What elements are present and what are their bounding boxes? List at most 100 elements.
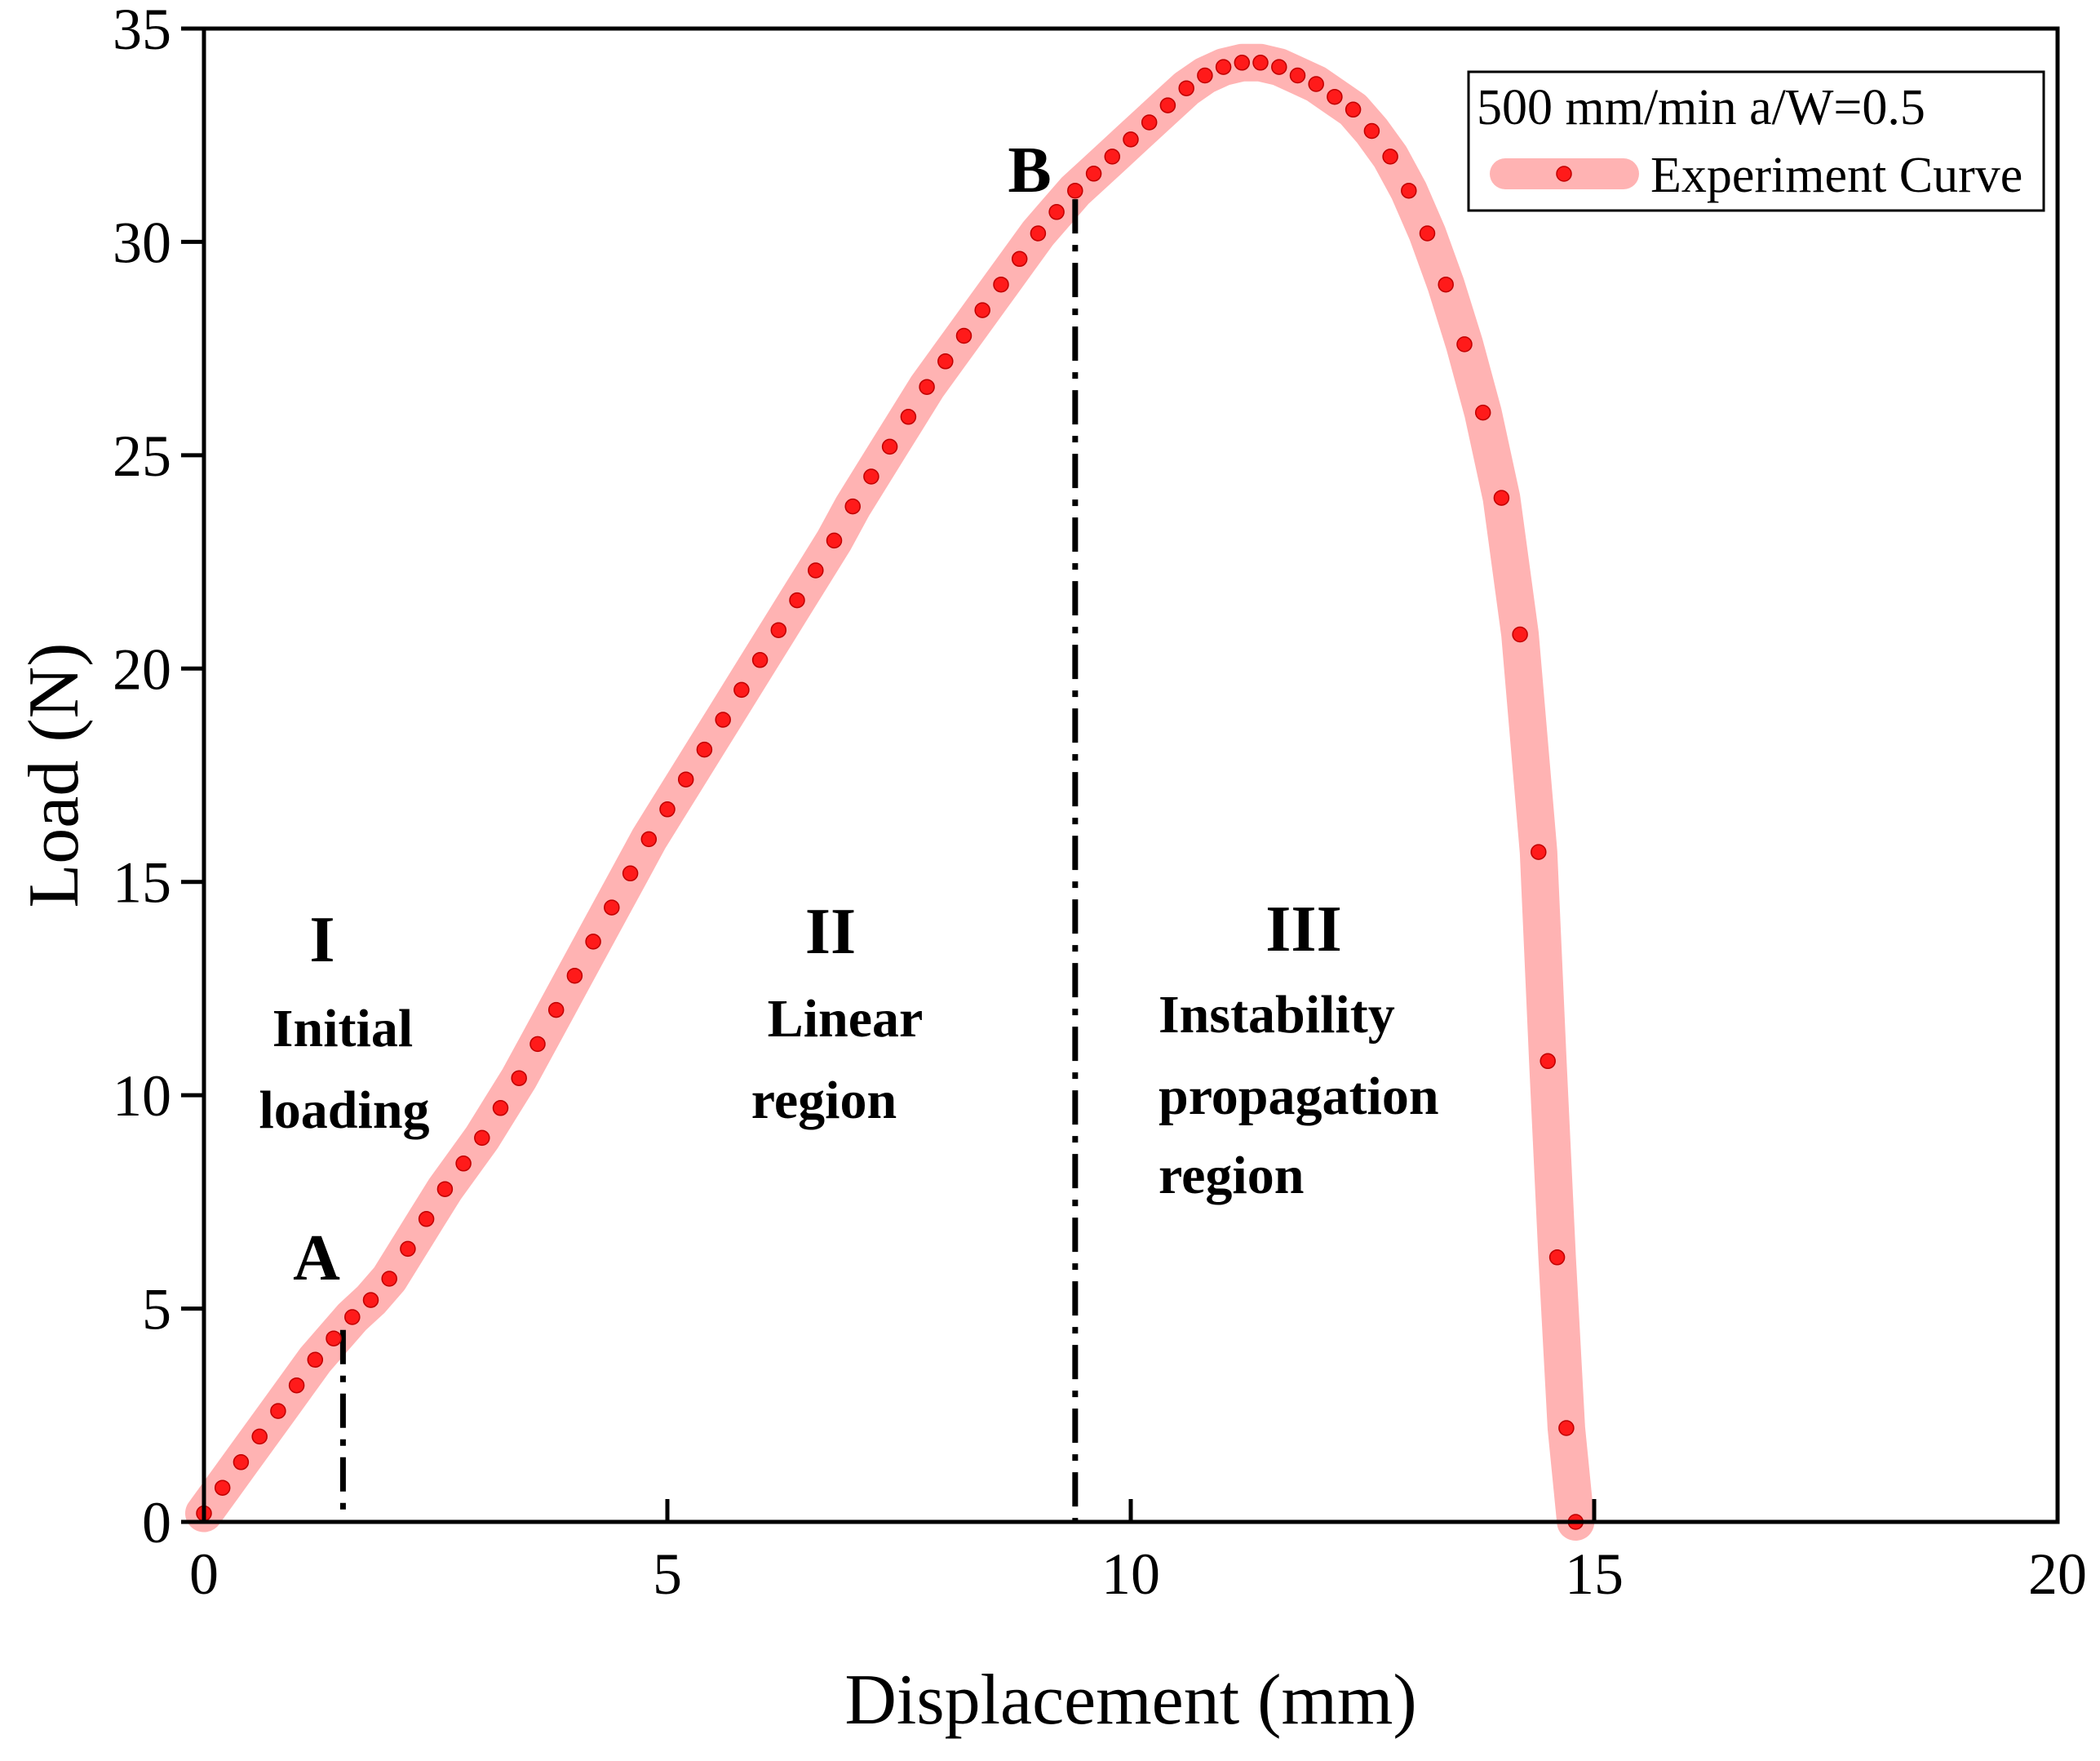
x-tick-label: 5 (653, 1541, 682, 1607)
y-tick-label: 10 (113, 1063, 171, 1129)
region-2-numeral: II (805, 896, 856, 968)
data-point (770, 622, 787, 638)
data-point (1345, 101, 1362, 118)
data-point (1474, 404, 1491, 421)
x-tick-label: 20 (2028, 1541, 2087, 1607)
legend-title: 500 mm/min a/W=0.5 (1477, 80, 1925, 135)
data-point (1085, 166, 1102, 182)
data-point (1048, 204, 1065, 220)
data-point (1252, 55, 1269, 71)
data-point (418, 1211, 435, 1227)
data-point (789, 592, 805, 609)
data-point (881, 438, 898, 455)
data-point (863, 468, 879, 485)
data-point (1234, 55, 1251, 71)
data-point (1178, 80, 1194, 96)
data-point (696, 741, 713, 758)
data-point (659, 801, 676, 818)
data-point (1215, 59, 1232, 75)
data-point (1548, 1249, 1566, 1266)
data-point (844, 498, 861, 515)
y-tick-label: 15 (113, 850, 171, 916)
data-point (251, 1428, 268, 1445)
region-1-label-line2: loading (259, 1080, 429, 1140)
y-tick-label: 25 (113, 424, 171, 489)
plot-frame (202, 26, 2060, 1524)
experiment-curve-band-path (185, 43, 1595, 1541)
experiment-curve-points (196, 55, 1584, 1530)
region-2-label-line2: region (751, 1071, 897, 1130)
legend-entry-label: Experiment Curve (1650, 148, 2022, 203)
data-point (326, 1330, 342, 1346)
data-point (585, 934, 601, 950)
data-point (233, 1454, 250, 1470)
data-point (826, 532, 843, 549)
data-point (715, 712, 731, 728)
data-point (1438, 276, 1454, 293)
data-point (214, 1479, 231, 1496)
region-1-numeral: I (309, 904, 334, 976)
legend-marker-swatch (1556, 166, 1572, 182)
data-point (436, 1181, 454, 1197)
data-point (937, 353, 954, 370)
data-point (1512, 626, 1528, 643)
data-point (808, 562, 824, 579)
data-point (1327, 88, 1343, 105)
data-point (381, 1271, 397, 1287)
data-point (307, 1351, 324, 1368)
x-tick-label: 10 (1101, 1541, 1160, 1607)
region-3-numeral: III (1265, 894, 1341, 965)
data-point (1456, 336, 1473, 353)
data-point (1123, 131, 1139, 148)
data-point (1382, 149, 1398, 165)
axis-ticks: 0 5 10 15 20 0 5 10 15 20 25 30 35 (113, 0, 2087, 1607)
data-point (604, 899, 620, 916)
x-tick-label: 15 (1565, 1541, 1624, 1607)
data-point (900, 409, 917, 425)
region-3-label-line1: Instability (1159, 985, 1395, 1045)
data-point (1493, 490, 1510, 506)
data-point (1159, 97, 1176, 113)
region-3-label-line3: region (1159, 1146, 1304, 1205)
data-point (1401, 182, 1417, 199)
data-point (1141, 114, 1158, 131)
data-point (1289, 67, 1306, 84)
region-3-label-line2: propagation (1159, 1067, 1439, 1126)
data-point (622, 865, 639, 882)
data-point (492, 1100, 509, 1116)
data-point (1067, 182, 1083, 199)
y-tick-label: 0 (142, 1490, 171, 1555)
data-point (974, 302, 990, 318)
region-2-label-line1: Linear (768, 989, 924, 1049)
data-point (1363, 122, 1380, 140)
data-point (733, 681, 750, 699)
data-point (344, 1309, 361, 1325)
point-a-label: A (293, 1222, 340, 1294)
y-tick-label: 5 (142, 1277, 171, 1342)
region-1-label-line1: Initial (272, 999, 413, 1058)
data-point (362, 1292, 379, 1308)
y-axis-title: Load (N) (15, 643, 94, 908)
data-point (677, 771, 694, 787)
x-axis-title: Displacement (mm) (844, 1661, 1416, 1740)
data-point (1308, 76, 1324, 92)
data-point (547, 1001, 565, 1018)
data-point (1197, 67, 1213, 84)
data-point (993, 276, 1009, 293)
data-point (474, 1129, 490, 1147)
data-point (640, 831, 658, 848)
data-point (1011, 251, 1028, 268)
data-point (1540, 1053, 1556, 1070)
data-point (1419, 225, 1436, 242)
data-point (529, 1036, 546, 1053)
data-point (1104, 149, 1121, 165)
data-point (400, 1240, 416, 1258)
data-point (1271, 59, 1287, 75)
data-point (288, 1377, 305, 1394)
data-point (1531, 844, 1547, 860)
data-point (919, 379, 935, 395)
data-point (1558, 1420, 1575, 1436)
data-point (270, 1403, 286, 1419)
data-point (955, 327, 972, 344)
